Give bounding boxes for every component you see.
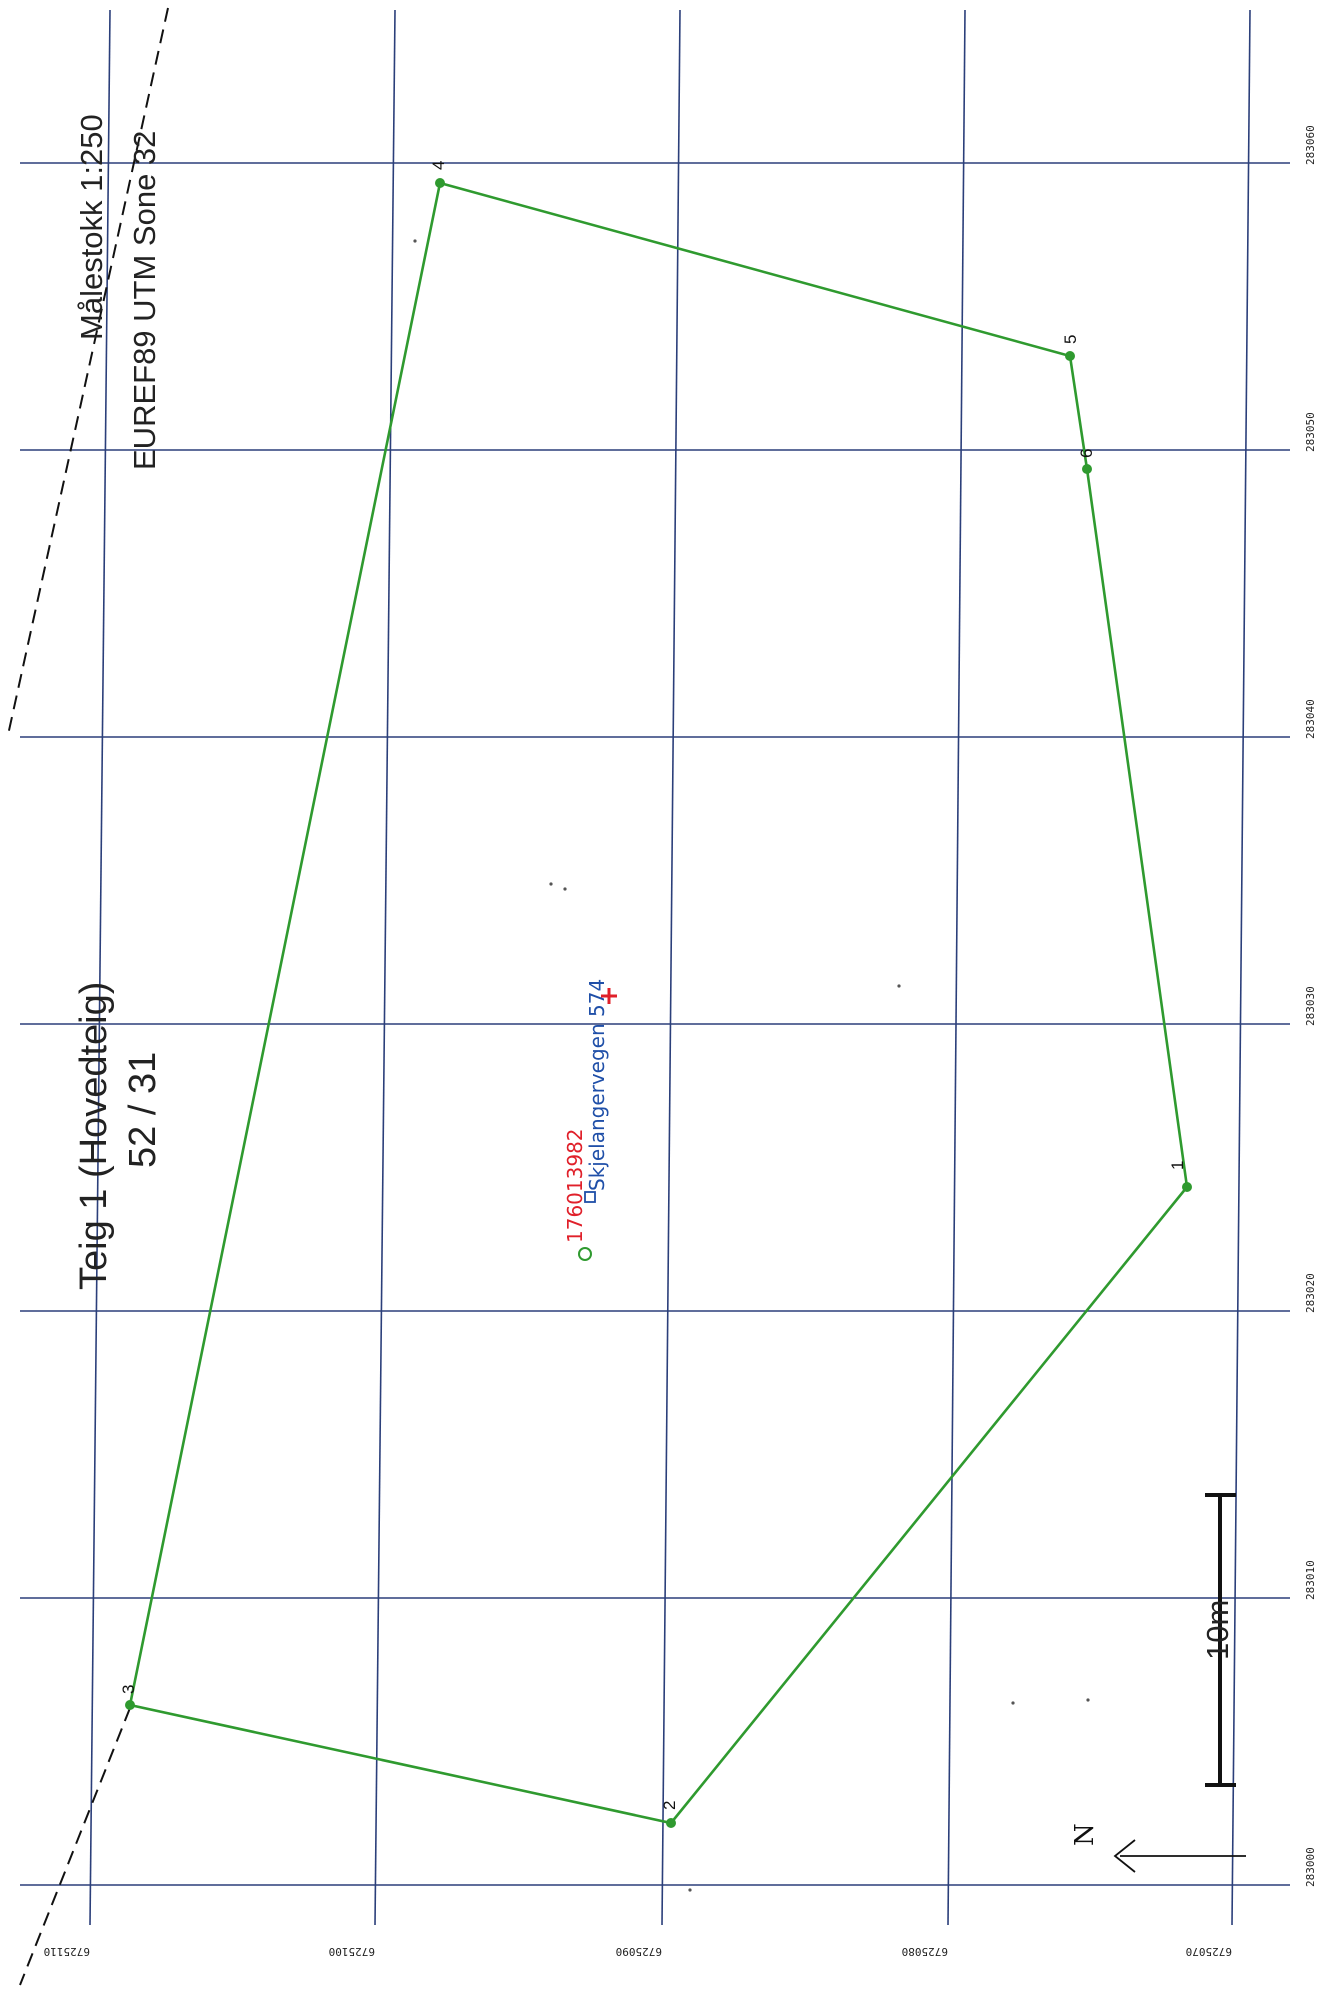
vertex-5 [1065, 351, 1075, 361]
boundary-vertices [125, 178, 1192, 1828]
vertex-label-1: 1 [1168, 1161, 1187, 1170]
northing-label: 6725070 [1186, 1945, 1232, 1958]
vertex-label-3: 3 [119, 1685, 138, 1694]
easting-labels: 283060 283050 283040 283030 283020 28301… [1304, 125, 1317, 1887]
easting-grid [20, 162, 1290, 1886]
vertex-label-6: 6 [1077, 449, 1096, 458]
easting-label: 283060 [1304, 125, 1317, 165]
easting-label: 283010 [1304, 1560, 1317, 1600]
crs-text: EUREF89 UTM Sone 32 [127, 131, 162, 470]
vertex-1 [1182, 1182, 1192, 1192]
northing-label: 6725110 [44, 1945, 90, 1958]
vertex-3 [125, 1700, 135, 1710]
easting-label: 283000 [1304, 1847, 1317, 1887]
neighbour-boundary-lower [19, 1707, 131, 1986]
matrikkel-number: 176013982 [563, 1128, 587, 1243]
address-cross [601, 988, 617, 1004]
grid-line-6725070 [1231, 9, 1251, 1926]
easting-label: 283030 [1304, 986, 1317, 1026]
grid-line-6725080 [947, 9, 966, 1926]
easting-label: 283050 [1304, 412, 1317, 452]
easting-label: 283020 [1304, 1273, 1317, 1313]
northing-labels: 6725110 6725100 6725090 6725080 6725070 [44, 1945, 1232, 1958]
grid-line-6725090 [661, 9, 681, 1926]
easting-label: 283040 [1304, 699, 1317, 739]
scale-bar-label: 10m [1200, 1600, 1235, 1660]
address-point-marker [584, 1191, 596, 1203]
vertex-6 [1082, 464, 1092, 474]
scale-text: Målestokk 1:250 [74, 114, 109, 340]
parcel-point-marker [578, 1247, 592, 1261]
northing-label: 6725080 [902, 1945, 948, 1958]
vertex-labels: 1 2 3 4 5 6 [119, 161, 1187, 1810]
map-title: Teig 1 (Hovedteig) [73, 982, 115, 1290]
northing-label: 6725100 [329, 1945, 375, 1958]
northing-label: 6725090 [616, 1945, 662, 1958]
vertex-label-4: 4 [429, 161, 448, 170]
parcel-id: 52 / 31 [122, 1052, 164, 1168]
north-label: N [1070, 1823, 1100, 1846]
grid-line-6725100 [374, 9, 396, 1926]
vertex-4 [435, 178, 445, 188]
vertex-label-2: 2 [660, 1801, 679, 1810]
neighbour-boundary-top [7, 7, 169, 736]
address-label: Skjelangervegen 574 [585, 979, 609, 1191]
scan-specks [413, 239, 1090, 1892]
vertex-2 [666, 1818, 676, 1828]
vertex-label-5: 5 [1061, 335, 1080, 344]
northing-grid [89, 9, 1251, 1926]
north-arrow: N [1070, 1823, 1246, 1873]
scale-bar: 10m [1200, 1493, 1236, 1787]
grid-line-6725110 [89, 9, 111, 1926]
parcel-boundary [128, 181, 1189, 1825]
